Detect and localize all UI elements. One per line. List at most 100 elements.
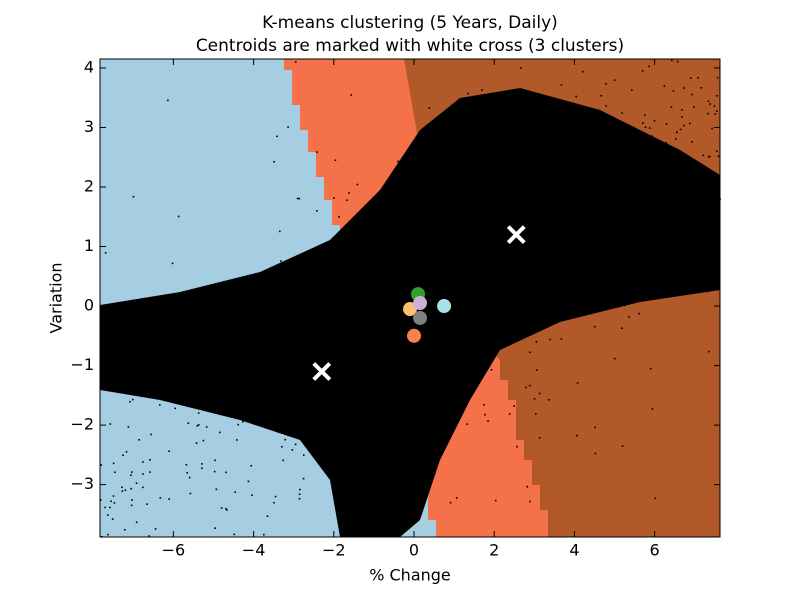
scatter-dot <box>333 380 335 382</box>
scatter-dot <box>526 485 529 488</box>
scatter-dot <box>550 221 553 224</box>
scatter-dot <box>530 280 533 283</box>
scatter-dot <box>275 342 277 345</box>
y-tick-label: 3 <box>84 117 94 136</box>
scatter-dot <box>153 368 156 371</box>
scatter-dot <box>424 397 427 400</box>
scatter-dot <box>359 438 362 441</box>
scatter-dot <box>561 201 564 204</box>
scatter-dot <box>690 140 693 143</box>
scatter-dot <box>642 122 644 124</box>
scatter-dot <box>505 160 507 162</box>
scatter-dot <box>613 79 616 81</box>
scatter-dot <box>716 76 719 79</box>
scatter-dot <box>470 176 473 178</box>
scatter-dot <box>551 287 553 289</box>
scatter-dot <box>648 127 651 129</box>
scatter-dot <box>177 215 180 218</box>
y-tick-label: 2 <box>84 176 94 195</box>
scatter-dot <box>233 533 236 536</box>
scatter-dot <box>298 493 301 496</box>
scatter-dot <box>691 93 693 96</box>
scatter-dot <box>468 362 471 365</box>
scatter-dot <box>241 351 243 354</box>
scatter-dot <box>243 318 246 321</box>
scatter-dot <box>710 226 713 229</box>
scatter-dot <box>484 413 486 416</box>
scatter-dot <box>129 352 132 355</box>
scatter-dot <box>511 277 514 279</box>
scatter-dot <box>623 124 625 127</box>
scatter-dot <box>221 409 224 412</box>
scatter-dot <box>350 277 352 280</box>
scatter-dot <box>111 518 114 520</box>
scatter-dot <box>332 409 335 411</box>
scatter-dot <box>213 470 216 473</box>
scatter-dot <box>582 70 584 73</box>
scatter-dot <box>431 430 434 432</box>
scatter-dot <box>223 367 226 370</box>
scatter-dot <box>577 159 580 162</box>
scatter-dot <box>195 442 198 444</box>
scatter-dot <box>444 225 447 227</box>
scatter-dot <box>605 199 607 201</box>
scatter-dot <box>448 278 451 281</box>
scatter-dot <box>707 112 709 115</box>
scatter-dot <box>405 316 407 318</box>
scatter-dot <box>321 379 324 382</box>
scatter-dot <box>649 367 652 370</box>
scatter-dot <box>377 210 379 212</box>
scatter-dot <box>167 99 169 102</box>
scatter-dot <box>663 175 666 178</box>
scatter-dot <box>428 424 431 427</box>
scatter-dot <box>303 354 305 356</box>
scatter-dot <box>457 382 460 384</box>
scatter-dot <box>554 178 557 180</box>
x-tick-label: 2 <box>489 541 499 560</box>
scatter-dot <box>246 374 248 376</box>
scatter-dot <box>279 350 281 353</box>
scatter-dot <box>391 429 393 432</box>
scatter-dot <box>669 161 672 164</box>
scatter-dot <box>251 494 253 496</box>
scatter-dot <box>443 292 445 294</box>
scatter-dot <box>468 314 471 317</box>
scatter-dot <box>338 216 340 218</box>
scatter-dot <box>672 89 675 92</box>
scatter-dot <box>496 335 499 338</box>
chart-subtitle: Centroids are marked with white cross (3… <box>196 36 624 56</box>
scatter-dot <box>548 314 550 316</box>
scatter-dot <box>506 140 508 142</box>
scatter-dot <box>125 451 128 453</box>
scatter-dot <box>396 311 398 313</box>
scatter-dot <box>174 407 177 410</box>
scatter-dot <box>346 258 348 260</box>
scatter-dot <box>251 339 254 342</box>
scatter-dot <box>463 319 466 322</box>
scatter-dot <box>319 417 322 420</box>
x-tick-label: −6 <box>162 541 186 560</box>
scatter-dot <box>360 306 363 308</box>
scatter-dot <box>574 199 576 202</box>
scatter-dot <box>610 137 613 140</box>
scatter-dot <box>446 313 448 316</box>
scatter-dot <box>598 176 600 178</box>
scatter-dot <box>339 299 342 302</box>
scatter-dot <box>168 450 170 452</box>
scatter-dot <box>107 533 109 536</box>
scatter-dot <box>314 342 316 345</box>
scatter-dot <box>280 260 282 262</box>
scatter-dot <box>142 473 144 475</box>
scatter-dot <box>544 277 546 279</box>
scatter-dot <box>124 489 127 492</box>
scatter-dot <box>154 528 157 530</box>
scatter-dot <box>230 391 233 394</box>
scatter-dot <box>284 345 286 347</box>
scatter-dot <box>549 338 551 341</box>
scatter-dot <box>681 109 683 111</box>
scatter-dot <box>104 506 106 509</box>
scatter-dot <box>432 317 435 320</box>
scatter-dot <box>420 436 422 438</box>
scatter-dot <box>707 155 710 158</box>
scatter-dot <box>656 142 658 145</box>
